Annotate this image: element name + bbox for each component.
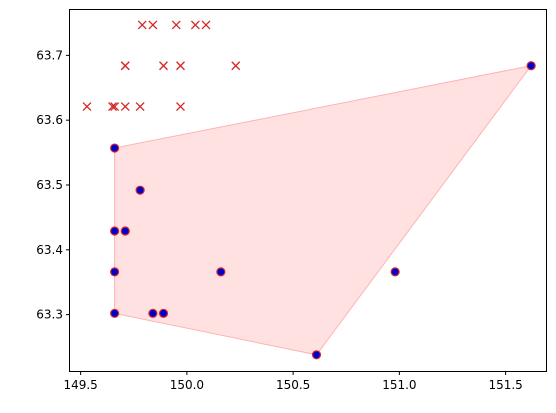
x-marker-point — [159, 61, 168, 71]
x-marker-point — [137, 20, 147, 30]
convex-hull-polygon — [114, 64, 533, 356]
circle-marker-point — [148, 308, 158, 318]
y-tick-label: 63.4 — [36, 243, 63, 257]
circle-marker-point — [390, 267, 400, 277]
circle-marker-point — [216, 267, 226, 277]
x-tick-label: 150.0 — [170, 378, 204, 392]
x-marker-point — [231, 61, 241, 71]
plot-frame — [69, 9, 547, 372]
x-tick-label: 150.5 — [276, 378, 310, 392]
y-tick-label: 63.7 — [36, 48, 63, 62]
x-marker-point — [201, 20, 211, 30]
x-marker-point — [190, 20, 200, 30]
circle-marker-point — [158, 308, 169, 318]
x-tick-label: 151.0 — [382, 378, 416, 392]
x-tick-label: 149.5 — [63, 378, 97, 392]
circle-marker-point — [120, 226, 130, 236]
circle-marker-point — [110, 308, 120, 318]
y-axis: 63.3 63.4 63.5 63.6 63.7 — [36, 48, 70, 322]
y-tick-label: 63.5 — [36, 178, 63, 192]
x-marker-point — [176, 102, 185, 112]
data-points-layer — [82, 20, 536, 360]
circle-marker-point — [110, 226, 120, 236]
x-marker-point — [135, 102, 145, 112]
x-marker-point — [82, 102, 92, 112]
circle-marker-point — [311, 350, 322, 360]
x-marker-point — [108, 102, 117, 112]
y-tick-label: 63.6 — [36, 113, 63, 127]
circle-marker-point — [526, 61, 536, 71]
x-marker-point — [148, 20, 158, 30]
circle-marker-point — [110, 267, 120, 277]
x-axis: 149.5 150.0 150.5 151.0 151.5 — [63, 371, 523, 392]
x-marker-point — [120, 61, 130, 71]
x-marker-point — [110, 102, 120, 112]
circle-marker-point — [135, 185, 145, 195]
x-marker-point — [176, 61, 185, 71]
x-marker-point — [171, 20, 181, 30]
convex-hull-layer — [114, 64, 533, 356]
circle-marker-point — [110, 143, 120, 153]
x-marker-point — [120, 102, 130, 112]
y-tick-label: 63.3 — [36, 308, 63, 322]
x-tick-label: 151.5 — [488, 378, 522, 392]
